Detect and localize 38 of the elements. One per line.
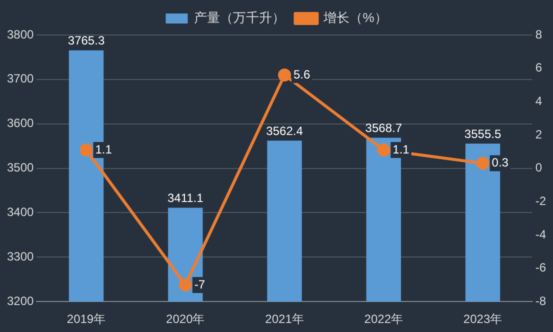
y-tick-label: 3700: [6, 72, 34, 86]
data-label: -7: [194, 277, 206, 292]
point: [80, 143, 93, 156]
data-label: 3765.3: [68, 34, 105, 48]
y2-tick-label: 2: [535, 127, 542, 142]
y2-tick-label: 0: [535, 160, 542, 175]
y2-tick-label: -6: [535, 260, 546, 275]
x-tick-label: 2020年: [166, 312, 205, 326]
y2-tick-label: 6: [535, 60, 542, 75]
data-label: 1.1: [95, 142, 112, 156]
legend-label: 增长（%）: [322, 10, 388, 26]
data-label: 3562.4: [266, 124, 304, 138]
y-tick-label: 3400: [6, 205, 34, 220]
y-tick-label: 3200: [6, 294, 34, 308]
x-tick-label: 2019年: [66, 312, 106, 326]
point: [377, 143, 390, 156]
y-tick-label: 3800: [6, 27, 34, 42]
x-tick-label: 2021年: [265, 312, 304, 326]
point: [178, 278, 192, 292]
data-label: 1.1: [392, 142, 410, 156]
y-tick-label: 3300: [6, 249, 34, 264]
y2-tick-label: -8: [535, 294, 546, 308]
y2-tick-label: -4: [535, 227, 546, 242]
legend-label: 产量（万千升）: [194, 10, 286, 26]
x-tick-label: 2022年: [364, 312, 403, 326]
y2-tick-label: 4: [535, 94, 542, 108]
data-label: 0.3: [492, 156, 509, 170]
y-tick-label: 3500: [6, 160, 34, 175]
y2-tick-label: -2: [535, 194, 546, 208]
y-tick-label: 3600: [6, 116, 34, 130]
y2-tick-label: 8: [535, 27, 542, 42]
data-label: 3555.5: [464, 126, 502, 141]
data-label: 3568.7: [365, 121, 402, 136]
data-label: 3411.1: [167, 191, 204, 206]
x-tick-label: 2023年: [463, 312, 502, 326]
point: [278, 68, 292, 82]
point: [476, 156, 490, 170]
data-label: 5.6: [294, 67, 311, 82]
